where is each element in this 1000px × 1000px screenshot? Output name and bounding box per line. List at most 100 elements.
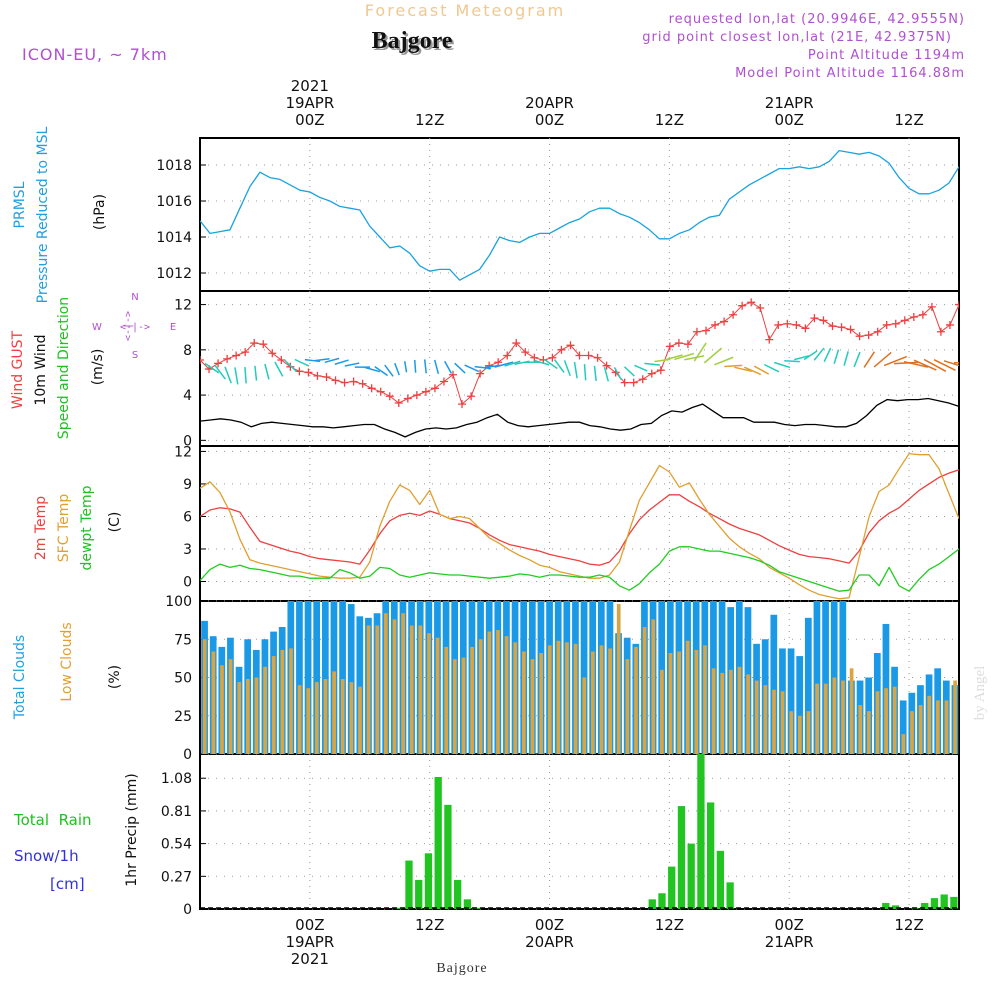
wind-arrow (423, 359, 427, 374)
gust-marker (439, 377, 448, 386)
total-cloud-bar (321, 601, 329, 754)
time-label-top: 12Z (894, 111, 923, 129)
low-cloud-bar (340, 679, 345, 754)
gust-marker (200, 356, 204, 365)
precip-bar (882, 902, 890, 909)
wind-arrow (693, 342, 707, 362)
low-cloud-bar (918, 705, 923, 754)
low-cloud-bar (573, 643, 578, 754)
precip-bar (415, 879, 423, 909)
low-cloud-bar (384, 613, 388, 754)
low-cloud-bar (616, 604, 621, 754)
temp-ytick-label: 3 (183, 542, 192, 558)
precip-bar (424, 853, 433, 909)
location-title: Bajgore (372, 28, 453, 54)
low-cloud-bar (496, 630, 500, 754)
clouds-plot-area (201, 601, 959, 754)
pressure-labels: PRMSL Pressure Reduced to MSL (hPa) (12, 126, 108, 303)
sfc-temp-label: SFC Temp (56, 494, 72, 563)
wind-arrow (464, 364, 480, 373)
wind-arrow (664, 354, 683, 361)
wind-arrow (853, 351, 861, 368)
low-cloud-bar (677, 651, 681, 754)
low-cloud-bar (435, 637, 440, 754)
clouds-panel: 0 25 50 75 100 (165, 594, 959, 763)
gust-marker (358, 379, 367, 388)
gust-marker (376, 387, 385, 396)
gust-marker (403, 394, 412, 403)
wind-arrow (923, 358, 947, 372)
clouds-ytick-label: 100 (165, 594, 192, 610)
gust-marker (927, 302, 936, 311)
pressure-ytick-label: 1016 (156, 194, 192, 210)
gust-marker (955, 300, 959, 309)
wind-arrow (384, 364, 394, 377)
temp2m-line (200, 469, 959, 566)
low-cloud-bar (453, 659, 457, 754)
gust-marker (304, 368, 313, 377)
gust-marker (322, 372, 331, 381)
gust-marker (602, 361, 611, 370)
gust-marker (295, 367, 304, 376)
low-cloud-bar (910, 711, 914, 754)
precip-bar (677, 806, 686, 909)
wind10m-line (200, 397, 959, 438)
wind-arrow (703, 347, 723, 364)
compass-vertical-arrows: <-|-> (123, 311, 134, 341)
time-label-bottom: 00Z (295, 916, 324, 934)
low-cloud-bar (522, 651, 526, 754)
wind-arrow (913, 359, 937, 371)
wind-arrow (534, 359, 550, 366)
time-label-bottom: 21APR (765, 933, 814, 951)
gust-marker (774, 320, 783, 329)
gust-marker (629, 378, 638, 387)
time-label-bottom: 12Z (655, 916, 684, 934)
low-cloud-bar (720, 672, 725, 754)
low-cloud-bar (375, 625, 380, 754)
low-cloud-bar (504, 636, 509, 754)
gust-marker (421, 387, 430, 396)
temp-unit: (C) (107, 512, 123, 533)
low-cloud-bar (944, 700, 949, 754)
time-label-top: 21APR (765, 94, 814, 112)
pressure-unit: (hPa) (92, 194, 108, 230)
low-cloud-bar (202, 639, 207, 754)
prmsl-label: PRMSL (12, 181, 28, 228)
time-label-top: 00Z (535, 111, 564, 129)
wind-arrow (504, 360, 521, 367)
precip-bar (473, 907, 481, 909)
precip-bar (697, 754, 705, 909)
precip-bar (395, 907, 403, 909)
wind-arrow (833, 349, 840, 364)
wind-arrow (843, 351, 849, 366)
gust-marker (349, 377, 358, 386)
gust-marker (945, 320, 954, 329)
precip-ytick-label: 1.08 (161, 771, 192, 787)
time-label-top: 00Z (775, 111, 804, 129)
product-title: Forecast Meteogram (365, 1, 565, 20)
gust-marker (412, 391, 421, 400)
wind-arrow (494, 361, 514, 368)
low-cloud-bar (246, 679, 250, 754)
low-cloud-bar (280, 649, 285, 754)
gust-marker (313, 371, 322, 380)
gust-marker (711, 320, 720, 329)
gust-marker (286, 362, 295, 371)
time-label-bottom: 00Z (535, 916, 564, 934)
wind-arrow (444, 360, 453, 374)
gridpoint-coords: grid point closest lon,lat (21E, 42.9375… (642, 30, 952, 45)
temp-ytick-label: 9 (183, 477, 192, 493)
gust-marker (268, 349, 277, 358)
time-label-bottom: 12Z (894, 916, 923, 934)
precip-plot-area (200, 754, 959, 909)
precip-bar (930, 898, 939, 909)
low-cloud-bar (332, 671, 336, 754)
gust-marker (792, 320, 801, 329)
low-cloud-bar (608, 648, 612, 754)
temp2m-label: 2m Temp (33, 496, 49, 560)
wind-arrow (933, 359, 956, 371)
low-cloud-bar (953, 680, 957, 754)
low-cloud-bar (591, 651, 595, 754)
